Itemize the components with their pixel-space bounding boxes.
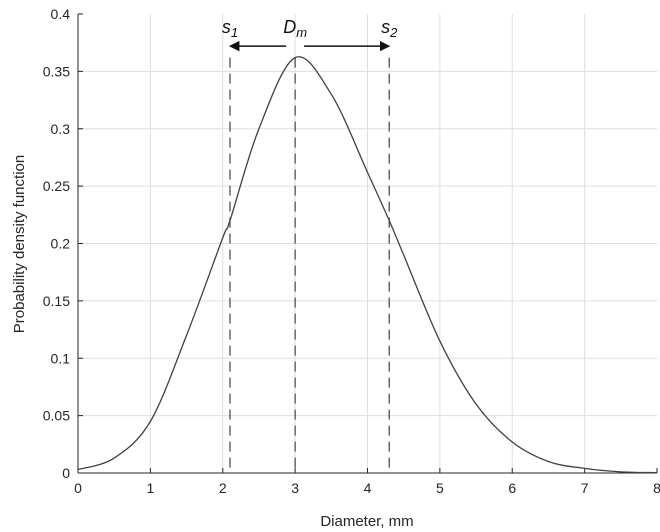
y-axis-label: Probability density function xyxy=(11,155,28,333)
data-marks xyxy=(77,56,658,474)
pdf-curve xyxy=(77,56,658,474)
annotation-label-Dm: Dm xyxy=(283,17,307,40)
annotation-label-s2: s2 xyxy=(381,17,398,40)
x-tick-label: 2 xyxy=(219,480,227,496)
y-tick-label: 0.1 xyxy=(51,350,71,366)
y-axis-ticks: 0 0.05 0.1 0.15 0.2 0.25 0.3 0.35 0.4 xyxy=(43,6,83,481)
annotation-label-s1: s1 xyxy=(222,17,238,40)
x-axis-ticks: 0 1 2 3 4 5 6 7 8 xyxy=(74,468,660,496)
y-tick-label: 0.25 xyxy=(43,178,70,194)
y-tick-label: 0.35 xyxy=(43,63,70,79)
y-tick-label: 0.05 xyxy=(43,408,70,424)
x-axis-label: Diameter, mm xyxy=(320,513,413,530)
x-tick-label: 3 xyxy=(291,480,299,496)
x-tick-label: 5 xyxy=(436,480,444,496)
x-tick-label: 7 xyxy=(581,480,589,496)
x-tick-label: 6 xyxy=(508,480,516,496)
y-tick-label: 0 xyxy=(62,465,70,481)
x-tick-label: 4 xyxy=(364,480,372,496)
y-tick-label: 0.2 xyxy=(51,236,71,252)
x-tick-label: 0 xyxy=(74,480,82,496)
y-tick-label: 0.4 xyxy=(51,6,71,22)
annotations: s1 Dm s2 xyxy=(222,17,398,473)
y-tick-label: 0.15 xyxy=(43,293,70,309)
y-tick-label: 0.3 xyxy=(51,121,71,137)
grid-lines xyxy=(78,14,657,473)
x-tick-label: 1 xyxy=(146,480,154,496)
x-tick-label: 8 xyxy=(653,480,660,496)
